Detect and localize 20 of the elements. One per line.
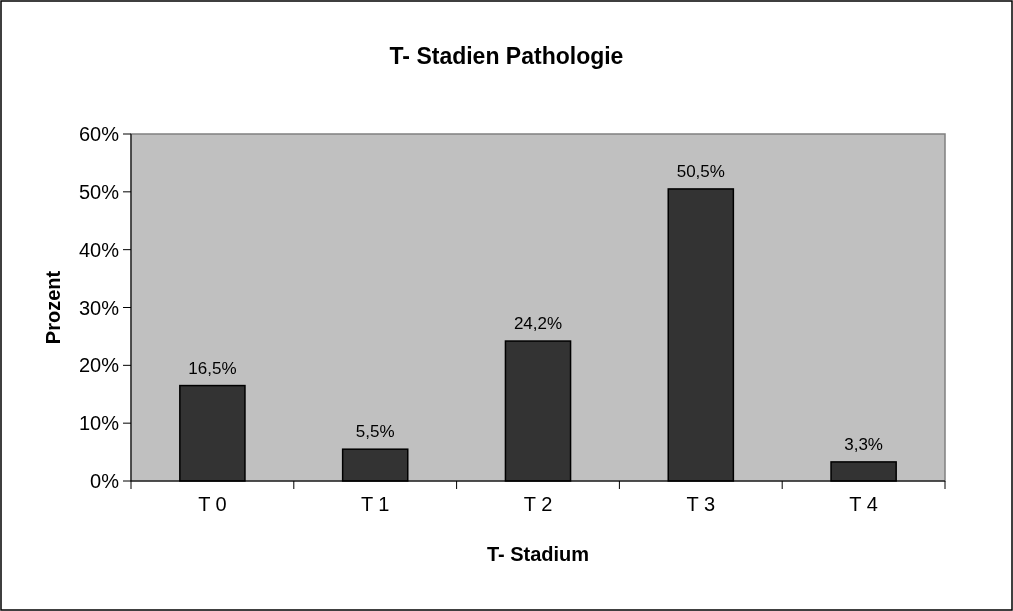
y-tick-label: 40%: [78, 238, 120, 261]
x-tick-label: T 0: [198, 493, 227, 515]
x-tick-label: T 2: [523, 493, 553, 515]
chart-title: T- Stadien Pathologie: [389, 43, 624, 69]
x-axis-title: T- Stadium: [486, 543, 590, 565]
data-label: 50,5%: [676, 161, 725, 181]
y-tick-label: 10%: [78, 412, 120, 435]
data-label: 16,5%: [188, 358, 237, 378]
y-tick-label: 60%: [78, 123, 120, 145]
y-tick-label: 30%: [78, 296, 120, 319]
x-tick-label: T 1: [360, 493, 390, 515]
y-tick-label: 50%: [78, 180, 120, 203]
y-tick-label: 0%: [90, 470, 120, 492]
x-tick-label: T 3: [686, 493, 716, 515]
data-label: 5,5%: [355, 422, 395, 442]
y-axis-title: Prozent: [42, 270, 64, 345]
y-tick-label: 20%: [78, 354, 120, 377]
data-label: 24,2%: [513, 314, 563, 334]
data-label: 3,3%: [844, 434, 883, 454]
x-tick-label: T 4: [849, 493, 878, 515]
